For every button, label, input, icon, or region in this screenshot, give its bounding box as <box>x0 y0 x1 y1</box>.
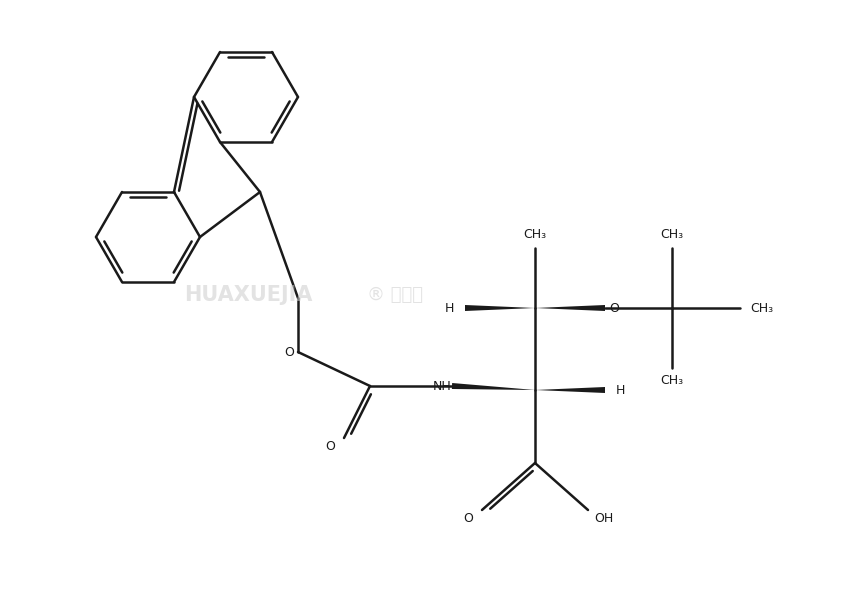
Text: ® 化学加: ® 化学加 <box>367 286 423 304</box>
Text: CH₃: CH₃ <box>751 302 774 314</box>
Polygon shape <box>451 383 535 390</box>
Text: O: O <box>609 302 619 314</box>
Polygon shape <box>535 387 605 393</box>
Polygon shape <box>465 305 535 311</box>
Text: CH₃: CH₃ <box>523 228 546 242</box>
Polygon shape <box>535 305 605 311</box>
Text: CH₃: CH₃ <box>660 375 683 387</box>
Text: OH: OH <box>594 512 614 524</box>
Text: HUAXUEJIA: HUAXUEJIA <box>184 285 312 305</box>
Text: H: H <box>616 384 625 396</box>
Text: H: H <box>445 302 454 314</box>
Text: CH₃: CH₃ <box>660 228 683 242</box>
Text: O: O <box>284 345 294 359</box>
Text: O: O <box>325 439 335 452</box>
Text: NH: NH <box>433 379 451 393</box>
Text: O: O <box>463 512 473 524</box>
